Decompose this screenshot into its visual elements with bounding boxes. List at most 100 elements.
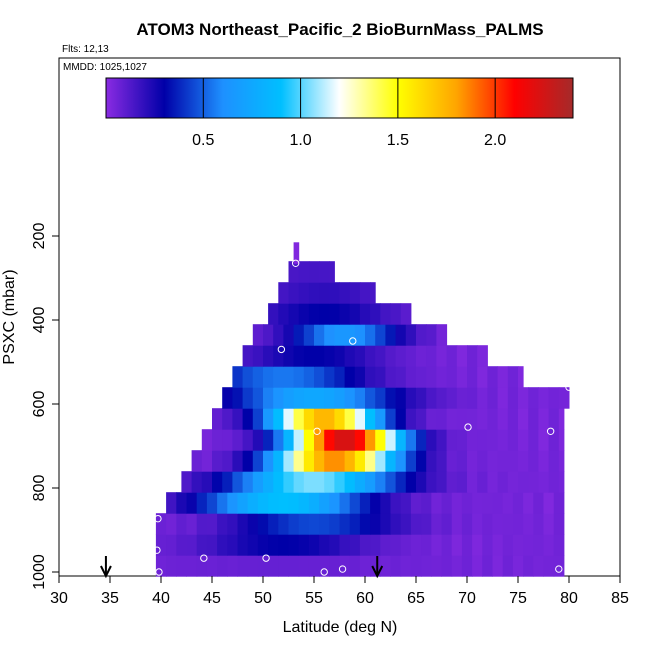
- heatmap-cell: [482, 555, 493, 577]
- heatmap-cell: [553, 534, 565, 556]
- heatmap-cell: [293, 324, 305, 346]
- heatmap-cell: [329, 555, 340, 577]
- heatmap-cell: [324, 345, 335, 367]
- heatmap-cell: [487, 429, 499, 451]
- heatmap-cell: [461, 534, 473, 556]
- heatmap-cell: [451, 513, 463, 535]
- y-tick-label: 200: [31, 223, 48, 250]
- heatmap-cell: [329, 303, 340, 325]
- heatmap-cell: [431, 555, 442, 577]
- heatmap-cell: [375, 324, 386, 346]
- heatmap-cell: [416, 471, 427, 493]
- heatmap-cell: [283, 324, 295, 346]
- heatmap-cell: [405, 450, 417, 472]
- heatmap-cell: [426, 324, 437, 346]
- heatmap-cell: [380, 303, 391, 325]
- heatmap-cell: [308, 555, 320, 577]
- heatmap-cell: [400, 555, 412, 577]
- heatmap-cell: [308, 303, 320, 325]
- heatmap-cell: [533, 555, 544, 577]
- heatmap-cell: [400, 303, 412, 325]
- heatmap-cell: [410, 534, 422, 556]
- heatmap-cell: [375, 345, 386, 367]
- heatmap-cell: [395, 366, 407, 388]
- heatmap-cell: [176, 555, 187, 577]
- heatmap-cell: [512, 534, 524, 556]
- heatmap-cell: [528, 387, 539, 409]
- heatmap-cell: [237, 555, 249, 577]
- heatmap-cell: [467, 345, 478, 367]
- heatmap-cell: [217, 513, 228, 535]
- heatmap-cell: [507, 450, 519, 472]
- heatmap-cell: [507, 366, 519, 388]
- heatmap-cell: [252, 471, 264, 493]
- heatmap-cell: [370, 513, 381, 535]
- heatmap-cell: [523, 534, 534, 556]
- heatmap-cell: [426, 450, 437, 472]
- heatmap-cell: [252, 408, 264, 430]
- heatmap-cell: [461, 513, 473, 535]
- heatmap-cell: [339, 492, 351, 514]
- heatmap-cell: [314, 366, 325, 388]
- heatmap-cell: [472, 555, 483, 577]
- heatmap-cell: [201, 471, 213, 493]
- heatmap-cell: [206, 555, 218, 577]
- heatmap-cell: [405, 366, 417, 388]
- observation-point: [262, 554, 270, 562]
- heatmap-cell: [385, 345, 397, 367]
- heatmap-cell: [543, 492, 555, 514]
- heatmap-cell: [487, 366, 499, 388]
- heatmap-cell: [324, 387, 335, 409]
- heatmap-cell: [166, 513, 177, 535]
- heatmap-cell: [278, 513, 289, 535]
- heatmap-cell: [359, 555, 371, 577]
- y-tick-label: 600: [31, 391, 48, 418]
- dates-label: MMDD: 1025,1027: [63, 62, 147, 73]
- heatmap-cell: [191, 450, 203, 472]
- heatmap-cell: [252, 324, 264, 346]
- heatmap-cell: [283, 408, 295, 430]
- heatmap-cell: [314, 429, 325, 451]
- heatmap-cell: [232, 366, 244, 388]
- heatmap-cell: [263, 471, 274, 493]
- heatmap-cell: [196, 492, 208, 514]
- heatmap-cell: [349, 303, 361, 325]
- heatmap-cell: [339, 282, 351, 304]
- heatmap-cell: [232, 471, 244, 493]
- heatmap-cell: [548, 408, 560, 430]
- heatmap-cell: [319, 282, 330, 304]
- heatmap-cell: [324, 408, 335, 430]
- x-tick-label: 50: [254, 590, 272, 607]
- heatmap-cell: [441, 492, 453, 514]
- heatmap-cell: [502, 513, 514, 535]
- colorbar-tick-label: 1.0: [289, 132, 311, 149]
- x-tick-label: 35: [101, 590, 119, 607]
- heatmap-cell: [558, 471, 565, 493]
- heatmap-cell: [354, 387, 366, 409]
- heatmap-cell: [349, 534, 361, 556]
- heatmap-cell: [298, 513, 310, 535]
- heatmap-cell: [329, 534, 340, 556]
- heatmap-cell: [359, 534, 371, 556]
- heatmap-cell: [278, 555, 289, 577]
- heatmap-cell: [487, 387, 499, 409]
- heatmap-cell: [400, 534, 412, 556]
- heatmap-cell: [293, 450, 305, 472]
- heatmap-cell: [385, 366, 397, 388]
- heatmap-cell: [232, 408, 244, 430]
- heatmap-cell: [558, 408, 565, 430]
- heatmap-cell: [416, 387, 427, 409]
- heatmap-cell: [441, 555, 453, 577]
- heatmap-cell: [212, 450, 223, 472]
- heatmap-cell: [548, 471, 560, 493]
- heatmap-cell: [390, 303, 402, 325]
- heatmap-cell: [359, 282, 371, 304]
- heatmap-cell: [426, 387, 437, 409]
- observation-point: [320, 568, 328, 576]
- heatmap-cell: [456, 387, 468, 409]
- heatmap-cell: [512, 513, 524, 535]
- heatmap-cell: [354, 366, 366, 388]
- heatmap-cell: [405, 345, 417, 367]
- heatmap-cell: [257, 492, 269, 514]
- heatmap-cell: [298, 555, 310, 577]
